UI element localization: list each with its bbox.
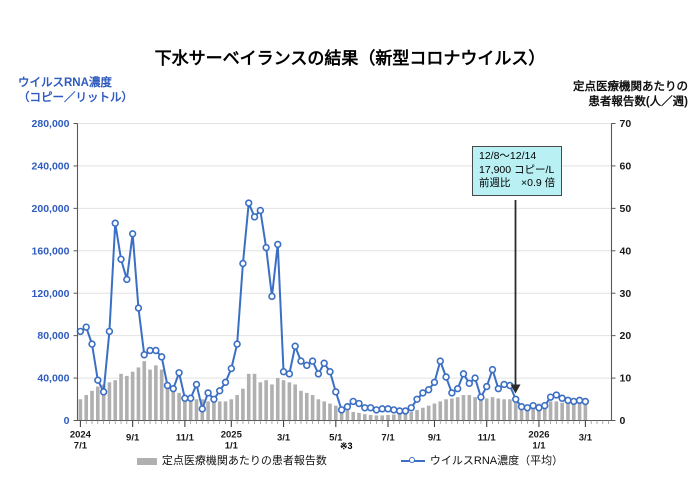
left-axis-caption: ウイルスRNA濃度 （コピー／リットル） bbox=[18, 76, 133, 106]
line-series bbox=[76, 199, 590, 415]
right-axis-caption-line1: 定点医療機関あたりの bbox=[573, 81, 688, 93]
svg-text:7/1: 7/1 bbox=[381, 433, 395, 444]
callout-period: 12/8〜12/14 bbox=[479, 150, 537, 162]
left-axis-caption-line1: ウイルスRNA濃度 bbox=[18, 77, 112, 89]
bar-swatch-icon bbox=[136, 457, 157, 465]
svg-text:70: 70 bbox=[620, 118, 632, 130]
legend-item-rna: ウイルスRNA濃度（平均） bbox=[400, 455, 564, 467]
svg-text:120,000: 120,000 bbox=[32, 288, 70, 300]
svg-text:1/1: 1/1 bbox=[225, 441, 239, 452]
svg-text:2024: 2024 bbox=[70, 430, 92, 441]
footnote-marker: ※3 bbox=[340, 441, 353, 451]
left-axis-caption-line2: （コピー／リットル） bbox=[18, 92, 133, 104]
svg-text:60: 60 bbox=[620, 161, 632, 173]
right-axis-caption: 定点医療機関あたりの 患者報告数(人／週) bbox=[573, 80, 688, 110]
page-title: 下水サーベイランスの結果（新型コロナウイルス） bbox=[154, 49, 546, 68]
callout-week-ratio: 前週比 ×0.9 倍 bbox=[479, 177, 556, 189]
svg-text:280,000: 280,000 bbox=[32, 118, 70, 130]
svg-text:240,000: 240,000 bbox=[32, 161, 70, 173]
chart-legend: 定点医療機関あたりの患者報告数 ウイルスRNA濃度（平均） bbox=[0, 455, 700, 467]
axis-frame bbox=[76, 123, 613, 422]
svg-text:5/1: 5/1 bbox=[329, 433, 343, 444]
svg-text:0: 0 bbox=[64, 415, 70, 427]
legend-item-cases: 定点医療機関あたりの患者報告数 bbox=[136, 455, 327, 467]
svg-text:40,000: 40,000 bbox=[37, 373, 69, 385]
svg-text:7/1: 7/1 bbox=[74, 441, 88, 452]
bar-series bbox=[78, 361, 588, 421]
svg-text:200,000: 200,000 bbox=[32, 203, 70, 215]
svg-text:0: 0 bbox=[620, 415, 626, 427]
line-swatch-icon bbox=[400, 456, 425, 466]
legend-label-rna: ウイルスRNA濃度（平均） bbox=[429, 455, 564, 467]
left-axis-ticks: 0 40,000 80,000 120,000 160,000 200,000 240,00… bbox=[32, 118, 78, 427]
svg-text:3/1: 3/1 bbox=[277, 433, 291, 444]
svg-text:9/1: 9/1 bbox=[428, 433, 442, 444]
svg-text:9/1: 9/1 bbox=[126, 433, 140, 444]
svg-text:1/1: 1/1 bbox=[532, 441, 546, 452]
svg-text:11/1: 11/1 bbox=[478, 433, 497, 444]
svg-text:80,000: 80,000 bbox=[37, 330, 69, 342]
legend-label-cases: 定点医療機関あたりの患者報告数 bbox=[161, 455, 327, 467]
callout-arrow bbox=[510, 200, 521, 394]
callout-concentration: 17,900 コピー/L bbox=[479, 163, 555, 176]
svg-text:20: 20 bbox=[620, 330, 632, 342]
svg-text:3/1: 3/1 bbox=[579, 433, 593, 444]
svg-text:160,000: 160,000 bbox=[32, 245, 70, 257]
svg-text:2026: 2026 bbox=[528, 430, 549, 441]
svg-text:30: 30 bbox=[620, 288, 632, 300]
svg-text:11/1: 11/1 bbox=[176, 433, 195, 444]
right-axis-caption-line2: 患者報告数(人／週) bbox=[588, 96, 688, 108]
right-axis-ticks: 0 10 20 30 40 50 60 70 bbox=[611, 118, 632, 427]
svg-text:50: 50 bbox=[620, 203, 632, 215]
svg-text:10: 10 bbox=[620, 373, 632, 385]
svg-text:40: 40 bbox=[620, 245, 632, 257]
svg-text:2025: 2025 bbox=[221, 430, 243, 441]
latest-value-callout: 12/8〜12/14 17,900 コピー/L 前週比 ×0.9 倍 bbox=[472, 146, 563, 196]
